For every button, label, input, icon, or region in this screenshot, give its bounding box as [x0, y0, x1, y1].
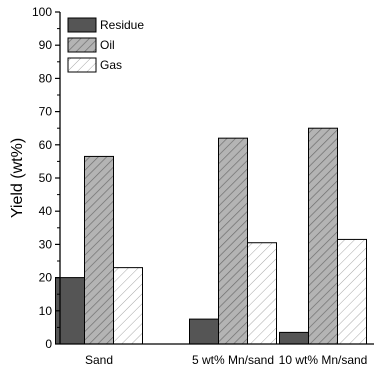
y-tick-label: 10 [39, 304, 53, 318]
bar-gas-3 [337, 238, 367, 345]
legend-swatch-oil [67, 37, 97, 53]
bar-oil-3 [308, 127, 338, 345]
x-tick-label: 10 wt% Mn/sand [279, 353, 368, 367]
legend-swatch-residue [67, 17, 97, 33]
legend-label-residue: Residue [100, 18, 144, 32]
legend: Residue Oil Gas [67, 17, 144, 73]
bar-residue-3 [279, 331, 309, 345]
y-axis-title: Yield (wt%) [9, 138, 26, 218]
x-tick-label: Sand [85, 353, 113, 367]
legend-label-gas: Gas [100, 58, 122, 72]
plot-bars [55, 127, 367, 345]
x-tick-label: 5 wt% Mn/sand [192, 353, 274, 367]
bar-oil-1 [84, 155, 114, 345]
bar-gas-1 [113, 267, 143, 345]
y-tick-label: 50 [39, 171, 53, 185]
bar-gas-2 [247, 242, 277, 345]
y-tick-label: 0 [45, 337, 52, 351]
legend-swatch-gas [67, 57, 97, 73]
y-tick-label: 30 [39, 237, 53, 251]
y-tick-label: 60 [39, 138, 53, 152]
y-tick-label: 40 [39, 204, 53, 218]
y-tick-label: 80 [39, 71, 53, 85]
y-tick-label: 70 [39, 105, 53, 119]
y-tick-label: 100 [32, 5, 52, 19]
y-tick-label: 20 [39, 271, 53, 285]
y-axis-ticks: 0 10 20 30 40 50 60 70 80 90 100 [32, 5, 60, 351]
y-tick-label: 90 [39, 38, 53, 52]
bar-oil-2 [218, 137, 248, 345]
x-axis-ticks: Sand 5 wt% Mn/sand 10 wt% Mn/sand [85, 353, 367, 367]
bar-residue-2 [189, 318, 219, 345]
legend-label-oil: Oil [100, 38, 115, 52]
